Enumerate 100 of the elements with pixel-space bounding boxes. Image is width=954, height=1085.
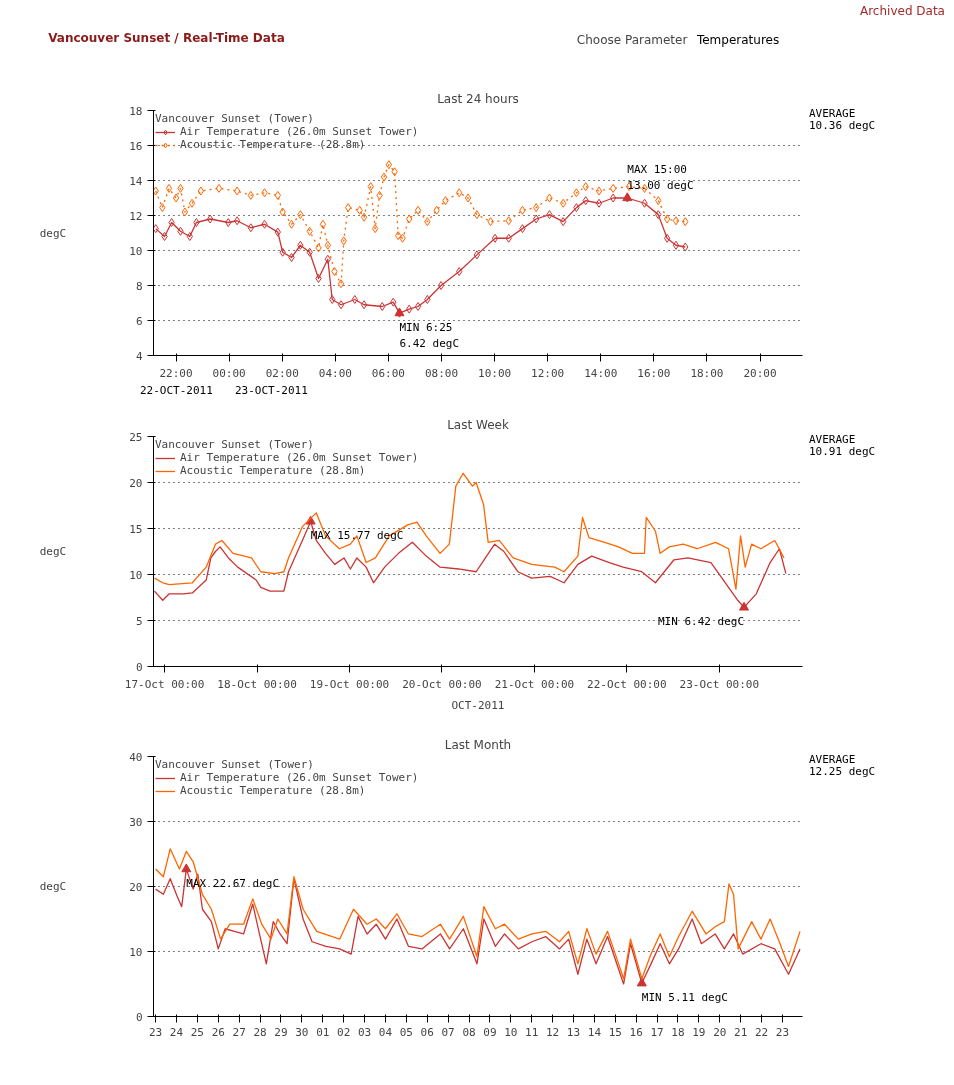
point	[385, 160, 393, 170]
point	[609, 193, 617, 203]
text: AVERAGE 10.36 degC	[809, 107, 876, 132]
x-tick-label: 14	[587, 1025, 602, 1039]
x-tick-label: 23	[148, 1025, 163, 1039]
x-tick-label: 30	[295, 1025, 309, 1039]
text: 23-OCT-2011	[235, 383, 309, 399]
y-tick-label: 18	[129, 104, 143, 118]
y-tick-label: 14	[129, 174, 143, 188]
point	[672, 240, 680, 250]
point	[337, 279, 345, 289]
legend-label: Air Temperature (26.0m Sunset Tower)	[180, 451, 419, 464]
point	[473, 250, 481, 260]
x-tick-label: 27	[232, 1025, 246, 1039]
point	[367, 182, 374, 192]
point	[324, 240, 331, 250]
y-tick-label: 0	[135, 660, 143, 674]
point	[487, 217, 494, 227]
point	[456, 267, 463, 276]
point	[663, 233, 671, 243]
point	[168, 218, 175, 227]
text: Choose Parameter	[576, 32, 688, 47]
x-tick-label: 18:00	[690, 366, 724, 380]
legend-label: Acoustic Temperature (28.8m)	[180, 464, 366, 477]
x-tick-label: 24	[169, 1025, 184, 1039]
y-tick-label: 25	[129, 430, 143, 444]
point	[505, 216, 512, 226]
x-tick-label: 17-Oct 00:00	[124, 677, 205, 691]
x-tick-label: 17	[650, 1025, 664, 1039]
point	[641, 198, 648, 208]
point	[197, 186, 204, 196]
y-tick-label: 10	[129, 568, 143, 582]
x-tick-label: 26	[211, 1025, 225, 1039]
x-tick-label: 21-Oct 00:00	[494, 677, 575, 691]
point	[319, 219, 327, 229]
point	[379, 302, 386, 311]
x-tick-label: 25	[190, 1025, 205, 1039]
point	[315, 274, 322, 283]
point	[672, 216, 680, 226]
point	[337, 300, 345, 310]
point	[215, 183, 223, 193]
point	[356, 205, 363, 215]
x-tick-label: 08:00	[424, 366, 459, 380]
point	[193, 218, 200, 227]
x-tick-label: 11	[525, 1025, 539, 1039]
point	[437, 281, 445, 290]
y-axis-title: degC	[39, 545, 67, 558]
point	[491, 233, 499, 243]
y-tick-label: 0	[135, 1010, 143, 1024]
point	[464, 193, 472, 203]
point	[279, 207, 286, 217]
point	[165, 183, 173, 193]
point	[172, 193, 180, 203]
point	[424, 217, 431, 227]
point	[340, 236, 347, 246]
point	[360, 300, 368, 310]
x-tick-label: 12	[545, 1025, 560, 1039]
x-tick-label: 23	[775, 1025, 790, 1039]
point	[519, 224, 526, 234]
y-tick-label: 10	[129, 945, 143, 959]
point	[582, 196, 589, 206]
x-tick-label: 14:00	[584, 366, 618, 380]
point	[560, 198, 567, 208]
x-tick-label: 23-Oct 00:00	[679, 677, 760, 691]
point	[655, 196, 662, 206]
y-axis-title: degC	[39, 226, 67, 240]
y-tick-label: 16	[129, 139, 143, 153]
y-tick-label: 10	[129, 244, 143, 258]
x-tick-label: 20	[713, 1025, 727, 1039]
point	[573, 203, 580, 213]
x-tick-label: 02:00	[265, 366, 299, 380]
x-tick-label: 20-Oct 00:00	[402, 677, 482, 691]
point	[473, 210, 481, 220]
point	[533, 203, 540, 213]
legend-title: Vancouver Sunset (Tower)	[155, 438, 315, 451]
text: AVERAGE 12.25 degC	[809, 753, 876, 778]
point	[159, 203, 166, 213]
point	[546, 210, 553, 220]
text: 22-OCT-2011	[140, 383, 214, 399]
x-tick-label: 13	[566, 1025, 581, 1039]
x-tick-label: 09	[483, 1025, 497, 1039]
x-tick-label: 29	[274, 1025, 288, 1039]
x-tick-label: 06:00	[371, 366, 405, 380]
y-tick-label: 8	[135, 279, 143, 293]
point	[595, 186, 603, 196]
point	[414, 205, 422, 215]
point	[306, 247, 313, 257]
point	[573, 188, 580, 198]
legend-label: Acoustic Temperature (28.8m)	[180, 138, 366, 151]
y-tick-label: 4	[135, 349, 143, 363]
x-tick-label: 10:00	[478, 366, 512, 380]
point	[351, 295, 358, 304]
x-tick-label: 22-Oct 00:00	[587, 677, 667, 691]
point	[380, 172, 388, 182]
x-tick-label: 22:00	[159, 366, 193, 380]
point	[261, 219, 268, 229]
point	[399, 233, 406, 243]
point	[682, 242, 689, 252]
point	[297, 210, 304, 220]
point	[188, 198, 196, 208]
